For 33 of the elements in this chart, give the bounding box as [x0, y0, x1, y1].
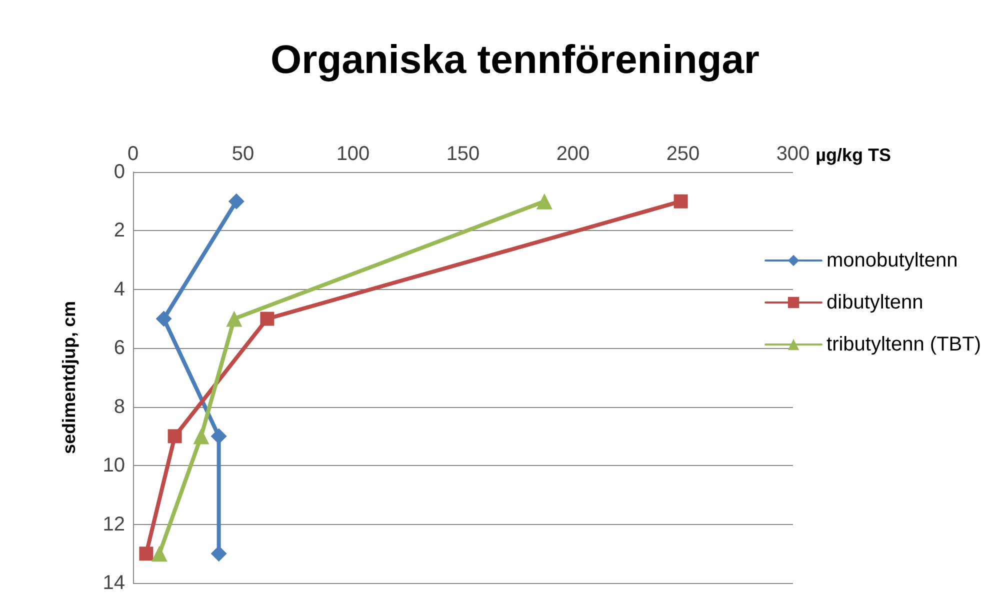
- point: [674, 194, 688, 208]
- x-tick-label: 300: [776, 143, 810, 165]
- legend-label: monobutyltenn: [826, 250, 958, 272]
- y-tick-label: 4: [114, 278, 125, 300]
- x-tick-label: 100: [336, 143, 370, 165]
- point: [210, 428, 227, 444]
- chart-title: Organiska tennföreningar: [270, 38, 760, 82]
- legend-label: tributyltenn (TBT): [826, 334, 981, 356]
- point: [193, 428, 210, 444]
- x-tick-label: 0: [127, 143, 139, 165]
- x-tick-label: 250: [666, 143, 700, 165]
- y-tick-label: 8: [114, 396, 125, 418]
- point: [139, 546, 154, 561]
- y-tick-label: 0: [114, 161, 125, 183]
- y-tick-label: 12: [102, 513, 125, 536]
- y-tick-label: 2: [114, 220, 125, 242]
- point: [210, 546, 227, 562]
- y-tick-label: 10: [102, 454, 125, 477]
- point: [228, 193, 244, 210]
- point: [156, 310, 172, 327]
- x-axis-title: µg/kg TS: [816, 145, 891, 165]
- point: [151, 546, 168, 562]
- x-tick-label: 50: [232, 143, 254, 165]
- y-axis-title: sedimentdjup, cm: [59, 300, 79, 454]
- point: [536, 193, 552, 210]
- point: [260, 312, 274, 326]
- point: [226, 310, 242, 327]
- y-tick-label: 14: [102, 572, 125, 594]
- x-tick-label: 200: [556, 143, 590, 165]
- point: [168, 429, 182, 444]
- y-tick-label: 6: [114, 337, 125, 360]
- legend-label: dibutyltenn: [826, 292, 924, 314]
- x-tick-label: 150: [446, 143, 480, 165]
